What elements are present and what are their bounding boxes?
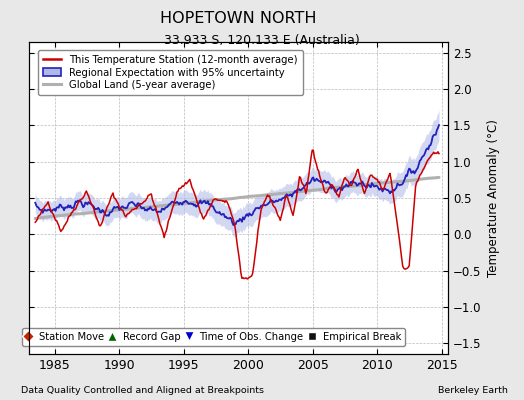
Title: HOPETOWN NORTH: HOPETOWN NORTH: [160, 10, 316, 26]
Text: Berkeley Earth: Berkeley Earth: [439, 386, 508, 395]
Y-axis label: Temperature Anomaly (°C): Temperature Anomaly (°C): [487, 119, 500, 277]
Legend: Station Move, Record Gap, Time of Obs. Change, Empirical Break: Station Move, Record Gap, Time of Obs. C…: [21, 328, 405, 346]
Text: Data Quality Controlled and Aligned at Breakpoints: Data Quality Controlled and Aligned at B…: [21, 386, 264, 395]
Text: 33.933 S, 120.133 E (Australia): 33.933 S, 120.133 E (Australia): [164, 34, 360, 47]
